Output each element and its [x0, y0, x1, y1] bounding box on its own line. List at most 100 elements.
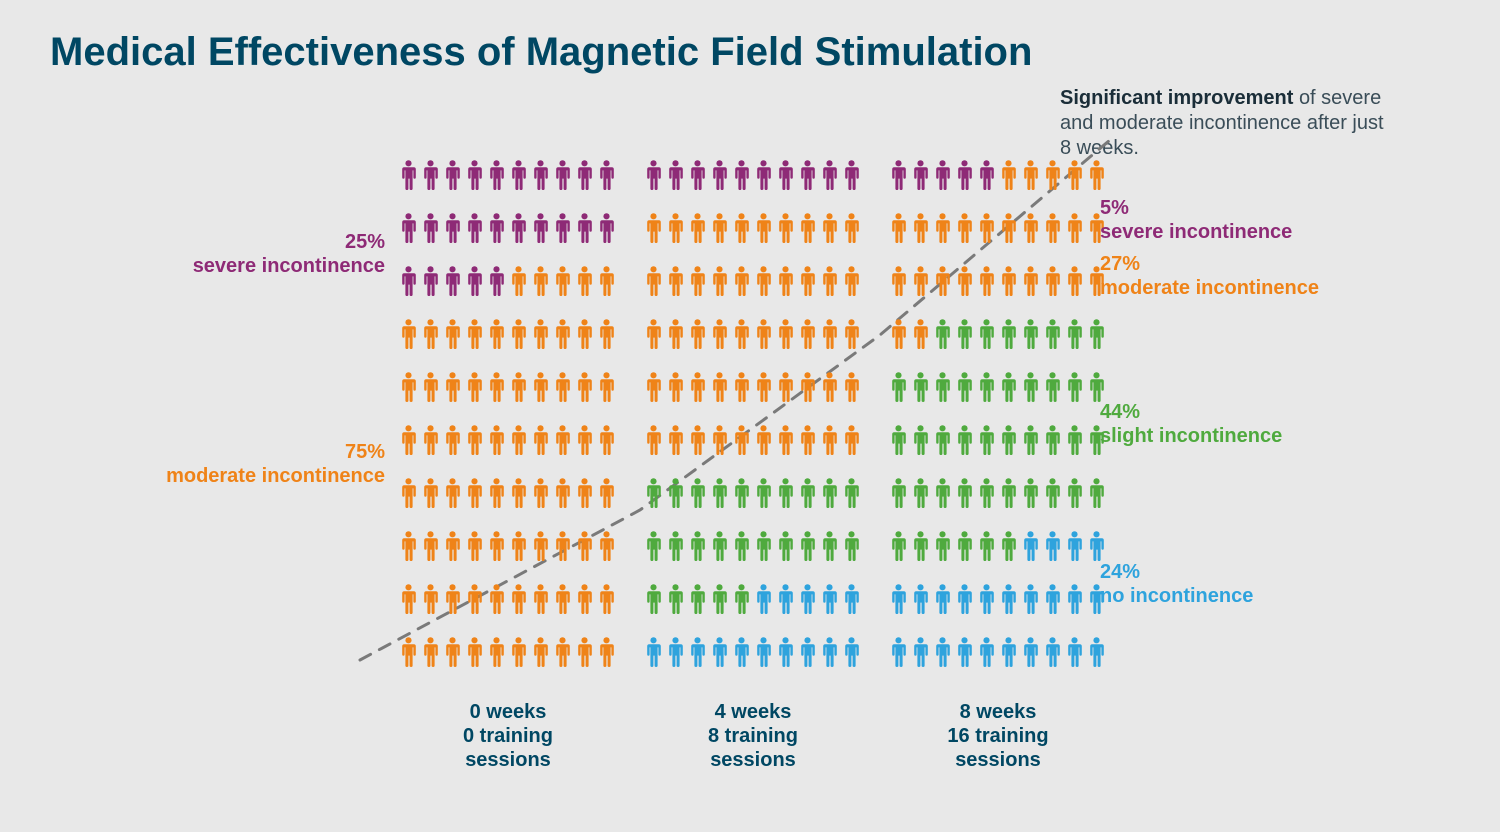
xlabel-line2: 8 training [708, 725, 798, 747]
person-moderate-icon [799, 425, 816, 460]
person-icon [821, 372, 838, 402]
person-moderate-icon [466, 425, 483, 460]
person-icon [576, 637, 593, 667]
person-icon [689, 531, 706, 561]
person-moderate-icon [422, 372, 439, 407]
pictogram-row [890, 531, 1110, 566]
person-icon [956, 531, 973, 561]
person-slight-icon [1000, 319, 1017, 354]
person-icon [777, 425, 794, 455]
person-moderate-icon [444, 584, 461, 619]
person-slight-icon [645, 584, 662, 619]
person-none-icon [934, 637, 951, 672]
person-icon [843, 531, 860, 561]
person-severe-icon [400, 213, 417, 248]
person-moderate-icon [576, 266, 593, 301]
person-icon [956, 637, 973, 667]
left-label-pct: 25% [345, 231, 385, 253]
person-icon [733, 213, 750, 243]
person-icon [1088, 478, 1105, 508]
person-moderate-icon [488, 372, 505, 407]
person-moderate-icon [554, 372, 571, 407]
person-moderate-icon [466, 319, 483, 354]
person-icon [711, 372, 728, 402]
person-icon [978, 319, 995, 349]
person-icon [843, 160, 860, 190]
person-severe-icon [689, 160, 706, 195]
person-severe-icon [466, 266, 483, 301]
person-icon [755, 266, 772, 296]
person-moderate-icon [444, 372, 461, 407]
person-icon [890, 213, 907, 243]
person-none-icon [978, 637, 995, 672]
person-icon [934, 266, 951, 296]
pictogram-row [400, 637, 620, 672]
person-moderate-icon [554, 531, 571, 566]
person-icon [1000, 319, 1017, 349]
person-moderate-icon [956, 266, 973, 301]
person-moderate-icon [843, 213, 860, 248]
person-severe-icon [777, 160, 794, 195]
person-icon [1066, 160, 1083, 190]
person-icon [1022, 584, 1039, 614]
person-icon [1044, 531, 1061, 561]
person-slight-icon [1066, 319, 1083, 354]
person-icon [532, 266, 549, 296]
person-slight-icon [755, 478, 772, 513]
person-icon [444, 584, 461, 614]
person-icon [1000, 478, 1017, 508]
person-icon [645, 213, 662, 243]
person-moderate-icon [598, 372, 615, 407]
person-icon [466, 531, 483, 561]
person-icon [576, 160, 593, 190]
person-icon [444, 372, 461, 402]
pictogram-row [890, 425, 1110, 460]
person-icon [1066, 531, 1083, 561]
person-moderate-icon [532, 372, 549, 407]
person-icon [1000, 213, 1017, 243]
person-none-icon [799, 584, 816, 619]
person-icon [777, 584, 794, 614]
person-slight-icon [667, 531, 684, 566]
person-moderate-icon [576, 319, 593, 354]
person-icon [510, 319, 527, 349]
person-moderate-icon [400, 531, 417, 566]
person-severe-icon [444, 160, 461, 195]
person-icon [821, 266, 838, 296]
person-icon [422, 213, 439, 243]
person-slight-icon [956, 531, 973, 566]
person-moderate-icon [934, 213, 951, 248]
person-moderate-icon [488, 637, 505, 672]
pictogram-row [890, 584, 1110, 619]
person-moderate-icon [510, 266, 527, 301]
pictogram-row [890, 213, 1110, 248]
person-severe-icon [466, 160, 483, 195]
person-icon [667, 531, 684, 561]
person-icon [532, 531, 549, 561]
person-severe-icon [956, 160, 973, 195]
person-moderate-icon [667, 266, 684, 301]
person-moderate-icon [667, 319, 684, 354]
person-icon [667, 213, 684, 243]
pictogram-row [400, 425, 620, 460]
person-moderate-icon [689, 266, 706, 301]
person-icon [422, 637, 439, 667]
person-icon [755, 319, 772, 349]
person-icon [733, 266, 750, 296]
person-icon [689, 372, 706, 402]
person-moderate-icon [1066, 266, 1083, 301]
person-icon [422, 319, 439, 349]
person-icon [598, 160, 615, 190]
person-icon [956, 372, 973, 402]
person-moderate-icon [667, 213, 684, 248]
person-icon [799, 213, 816, 243]
person-moderate-icon [488, 478, 505, 513]
person-icon [934, 425, 951, 455]
person-icon [689, 425, 706, 455]
person-icon [576, 213, 593, 243]
person-slight-icon [1000, 478, 1017, 513]
person-icon [466, 213, 483, 243]
person-none-icon [1044, 531, 1061, 566]
person-icon [466, 266, 483, 296]
person-severe-icon [912, 160, 929, 195]
